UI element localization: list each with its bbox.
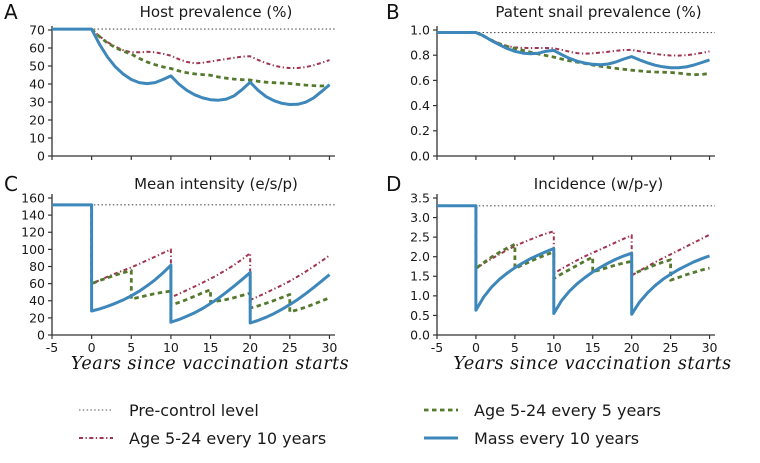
y-tick-label: 120	[21, 225, 45, 240]
y-tick-label: 3.0	[410, 210, 430, 225]
x-tick-label: 5	[511, 340, 519, 355]
chart-incidence: 0.0 0.5 1.0 1.5 2.0 2.5 3.0 3.5 -5 0 5 10 15 20 25 30	[410, 190, 718, 355]
x-tick-label: 15	[203, 340, 219, 355]
panel-letter-a: A	[4, 0, 18, 24]
chart-title-host-prevalence: Host prevalence (%)	[139, 3, 293, 21]
y-tick-label: 1.0	[410, 22, 430, 37]
legend-label: Mass every 10 years	[474, 428, 640, 448]
y-tick-label: 60	[29, 40, 45, 55]
x-tick-label: -5	[431, 340, 443, 355]
chart-title-incidence: Incidence (w/p-y)	[533, 175, 664, 193]
chart-title-snail-prevalence: Patent snail prevalence (%)	[495, 3, 702, 21]
panel-host-prevalence: A Host prevalence (%) 0 10 20 30 40 50 60 70	[0, 0, 380, 172]
series-age10	[90, 204, 331, 301]
y-tick-label: 80	[29, 259, 45, 274]
x-axis-label: Years since vaccination starts	[70, 354, 350, 374]
legend-item-age10: Age 5-24 every 10 years	[78, 426, 326, 450]
age10-line-sample	[79, 437, 113, 439]
y-tick-label: 0	[37, 327, 45, 342]
panel-letter-b: B	[386, 0, 400, 24]
legend-label: Pre-control level	[129, 400, 259, 420]
series-age10	[474, 205, 710, 277]
legend-label: Age 5-24 every 10 years	[129, 428, 327, 448]
y-tick-label: 100	[21, 242, 45, 257]
y-tick-label: 1.0	[410, 288, 430, 303]
x-tick-label: 30	[702, 340, 718, 355]
x-tick-label: -5	[46, 340, 58, 355]
age5-line-sample	[424, 408, 458, 412]
x-tick-label: 5	[127, 340, 135, 355]
mass-line-sample	[424, 436, 458, 440]
y-tick-label: 10	[29, 130, 45, 145]
series-mass	[437, 31, 710, 70]
panel-mean-intensity: C Mean intensity (e/s/p) 0 20 40 60 80 100 120…	[0, 172, 380, 388]
y-tick-label: 1.5	[410, 269, 430, 284]
series-age10	[475, 31, 710, 57]
chart-snail-prevalence: 0.0 0.2 0.4 0.6 0.8 1.0	[410, 22, 715, 163]
y-tick-label: 70	[29, 22, 45, 37]
legend-item-mass: Mass every 10 years	[423, 426, 639, 450]
y-tick-label: 2.0	[410, 249, 430, 264]
series-age5	[90, 204, 331, 314]
y-tick-label: 140	[21, 208, 45, 223]
x-tick-label: 10	[163, 340, 179, 355]
x-axis-label: Years since vaccination starts	[453, 354, 732, 374]
y-tick-label: 2.5	[410, 230, 430, 245]
legend-item-precontrol: Pre-control level	[78, 398, 259, 422]
x-tick-label: 25	[663, 340, 679, 355]
panel-letter-c: C	[4, 172, 18, 196]
y-tick-label: 0.0	[410, 148, 430, 163]
y-tick-label: 50	[29, 58, 45, 73]
series-mass	[52, 27, 331, 106]
y-tick-label: 0.2	[410, 123, 430, 138]
y-tick-label: 0.8	[410, 48, 430, 63]
x-tick-label: 10	[546, 340, 562, 355]
series-mass	[437, 204, 711, 316]
y-tick-label: 30	[29, 94, 45, 109]
y-tick-label: 20	[29, 310, 45, 325]
series-age5	[90, 28, 330, 88]
x-tick-label: 25	[282, 340, 298, 355]
y-tick-label: 40	[29, 293, 45, 308]
y-tick-label: 0	[37, 148, 45, 163]
y-tick-label: 0.5	[410, 308, 430, 323]
legend-label: Age 5-24 every 5 years	[474, 400, 662, 420]
chart-title-mean-intensity: Mean intensity (e/s/p)	[134, 175, 298, 193]
y-tick-label: 0.4	[410, 98, 430, 113]
y-tick-label: 60	[29, 276, 45, 291]
legend-item-age5: Age 5-24 every 5 years	[423, 398, 661, 422]
y-tick-label: 3.5	[410, 190, 430, 205]
y-tick-label: 0.0	[410, 327, 430, 342]
x-tick-label: 15	[585, 340, 601, 355]
panel-snail-prevalence: B Patent snail prevalence (%) 0.0 0.2 0.4 0…	[380, 0, 760, 172]
x-tick-label: 30	[321, 340, 337, 355]
x-tick-label: 20	[242, 340, 258, 355]
precontrol-line-sample	[79, 409, 113, 411]
series-age10	[90, 28, 330, 69]
x-tick-label: 0	[88, 340, 96, 355]
chart-host-prevalence: 0 10 20 30 40 50 60 70	[29, 22, 335, 163]
y-tick-label: 0.6	[410, 73, 430, 88]
y-tick-label: 20	[29, 112, 45, 127]
legend: Pre-control level Age 5-24 every 10 years…	[0, 388, 760, 463]
panel-incidence: D Incidence (w/p-y) 0.0 0.5 1.0 1.5 2.0 2.5 3.…	[380, 172, 760, 388]
panel-letter-d: D	[386, 172, 402, 196]
series-mass	[52, 203, 331, 325]
x-tick-label: 0	[472, 340, 480, 355]
y-tick-label: 160	[21, 190, 45, 205]
series-age5	[474, 205, 710, 282]
x-tick-label: 20	[624, 340, 640, 355]
y-tick-label: 40	[29, 76, 45, 91]
